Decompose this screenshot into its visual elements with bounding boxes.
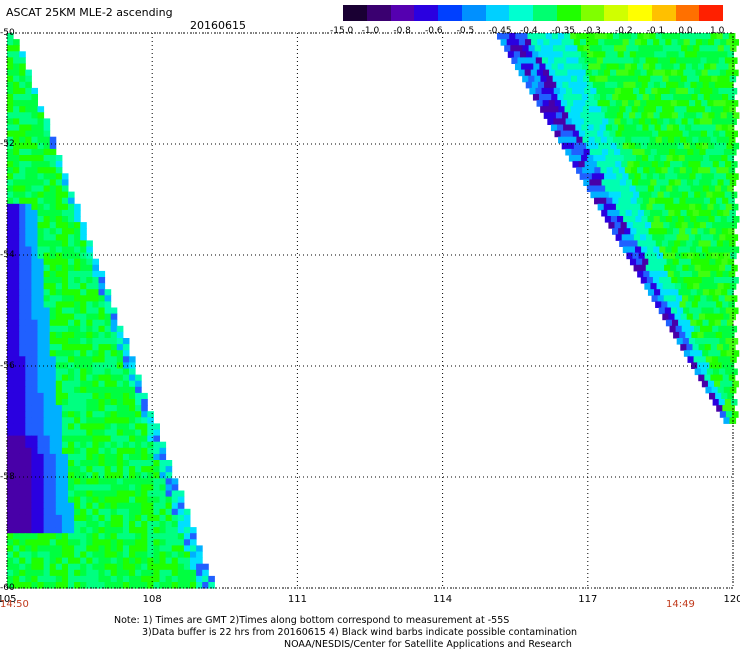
longitude-tick-label: 117	[578, 594, 598, 605]
colorbar-label: -0.8	[393, 26, 411, 36]
time-end-label: 14:49	[666, 599, 695, 610]
colorbar-segment	[461, 5, 486, 21]
colorbar	[343, 5, 723, 21]
colorbar-label: 1.0	[710, 26, 725, 36]
swath-right	[497, 33, 740, 424]
colorbar-segment	[651, 5, 676, 21]
longitude-tick-label: 120	[723, 594, 740, 605]
latitude-tick-label: -54	[0, 250, 15, 260]
colorbar-segment	[509, 5, 533, 21]
colorbar-labels: -15.0 -1.0 -0.8 -0.6 -0.5 -0.45 -0.4 -0.35 -0.3 -…	[326, 26, 740, 38]
colorbar-segment	[366, 5, 391, 21]
colorbar-label: -0.1	[646, 26, 665, 36]
longitude-tick-label: 114	[433, 594, 453, 605]
map-title: ASCAT 25KM MLE-2 ascending	[6, 6, 173, 19]
colorbar-segment	[390, 5, 415, 21]
latitude-tick-label: -50	[0, 28, 15, 38]
colorbar-segment	[675, 5, 700, 21]
colorbar-segment	[580, 5, 605, 21]
colorbar-label: -1.0	[361, 26, 380, 36]
longitude-tick-label: 111	[287, 594, 307, 605]
colorbar-segment	[485, 5, 510, 21]
colorbar-label: -0.35	[551, 26, 575, 36]
colorbar-label: -0.4	[520, 26, 538, 36]
swath-left	[7, 33, 215, 589]
map-date: 20160615	[190, 19, 246, 32]
colorbar-segment	[414, 5, 438, 21]
longitude-tick-label: 105	[0, 594, 17, 605]
note-line-3: NOAA/NESDIS/Center for Satellite Applica…	[284, 639, 572, 650]
colorbar-label: -15.0	[330, 26, 354, 36]
colorbar-label: -0.6	[425, 26, 443, 36]
colorbar-label: -0.3	[583, 26, 601, 36]
note-line-1: Note: 1) Times are GMT 2)Times along bot…	[114, 615, 510, 626]
footnotes: Note: 1) Times are GMT 2)Times along bot…	[114, 615, 577, 651]
colorbar-segment	[533, 5, 557, 21]
colorbar-segment	[438, 5, 462, 21]
latitude-tick-label: -60	[0, 583, 15, 593]
colorbar-segment	[604, 5, 628, 21]
colorbar-label: -0.5	[456, 26, 475, 36]
latitude-tick-label: -52	[0, 139, 15, 149]
note-line-2: 3)Data buffer is 22 hrs from 20160615 4)…	[142, 627, 578, 638]
colorbar-segment	[343, 5, 367, 21]
colorbar-segment	[628, 5, 652, 21]
colorbar-label: -0.2	[615, 26, 633, 36]
longitude-tick-label: 108	[142, 594, 162, 605]
latitude-tick-label: -58	[0, 472, 15, 482]
colorbar-segment	[556, 5, 581, 21]
map-frame	[6, 32, 734, 589]
colorbar-label: -0.45	[488, 26, 512, 36]
latitude-tick-label: -56	[0, 361, 15, 371]
time-start-label: 14:50	[0, 599, 29, 610]
colorbar-label: 0.0	[678, 26, 693, 36]
colorbar-segment	[699, 5, 723, 21]
